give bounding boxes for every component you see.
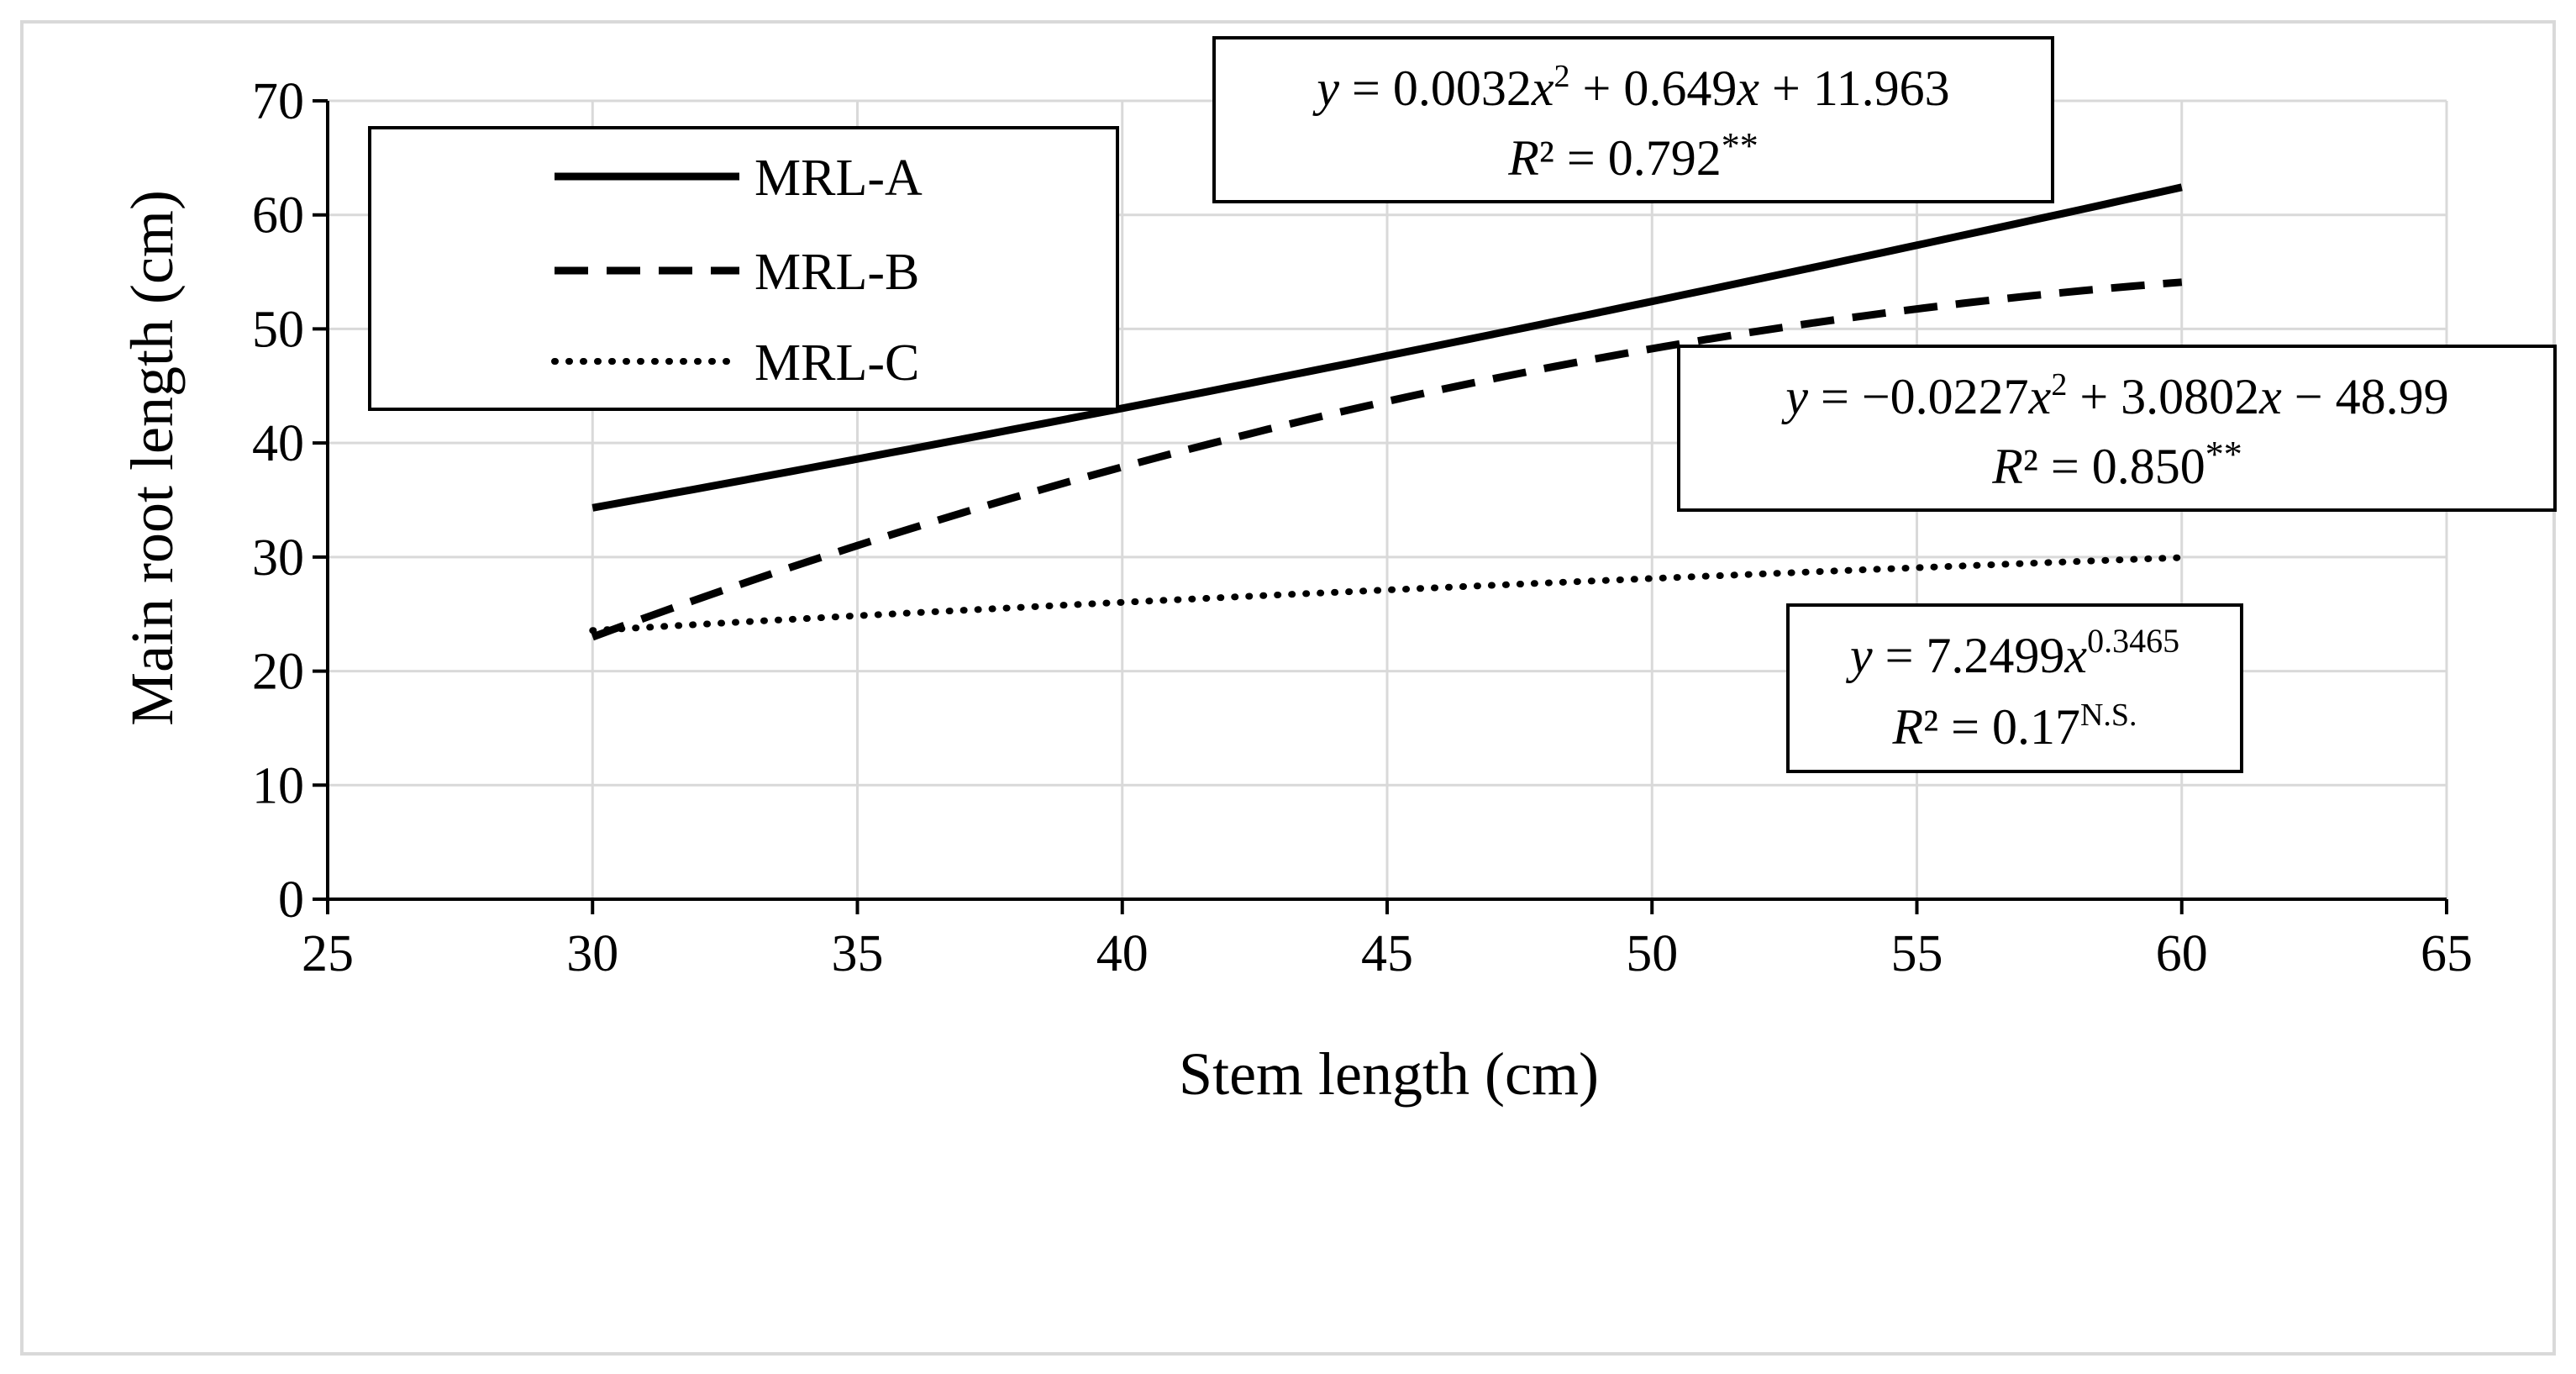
equation-mrl-b: y = −0.0227x2 + 3.0802x − 48.99: [1780, 367, 2448, 424]
r2-b-sig: **: [2205, 434, 2242, 475]
eq-a-x1: x: [1531, 61, 1554, 116]
r2-mrl-b: R² = 0.850**: [1991, 434, 2242, 494]
legend-label-mrl-a: MRL-A: [754, 150, 923, 207]
x-axis-title: Stem length (cm): [1179, 1040, 1599, 1108]
equation-box-mrl-c-frame: [1786, 603, 2243, 773]
eq-b-x1: x: [2028, 369, 2052, 424]
equation-box-mrl-a: y = 0.0032x2 + 0.649x + 11.963 R² = 0.79…: [1212, 36, 2054, 203]
axes-layer: 0 10 20 30 40 50 60 70 25 30 35 40 45 50 55 60 65: [252, 73, 2473, 982]
y-tick-label: 30: [252, 529, 304, 587]
eq-b-y: y: [1780, 369, 1808, 424]
x-tick-label: 50: [1626, 925, 1678, 982]
r2-c-sig: N.S.: [2080, 698, 2137, 733]
r2-mrl-a: R² = 0.792**: [1507, 125, 1758, 186]
y-tick-label: 50: [252, 301, 304, 358]
y-tick-label: 60: [252, 187, 304, 245]
y-tick-label: 70: [252, 73, 304, 130]
x-tick-label: 25: [302, 925, 354, 982]
legend-box: [368, 126, 1119, 411]
eq-c-sup1: 0.3465: [2087, 622, 2179, 660]
y-tick-label: 20: [252, 644, 304, 701]
r2-mrl-c: R² = 0.17N.S.: [1891, 698, 2137, 755]
equation-mrl-a: y = 0.0032x2 + 0.649x + 11.963: [1312, 59, 1949, 116]
equation-box-mrl-a-frame: [1212, 36, 2054, 203]
y-tick-label: 40: [252, 415, 304, 472]
series-line-mrl-b: [591, 278, 2183, 641]
equation-box-mrl-b: y = −0.0227x2 + 3.0802x − 48.99 R² = 0.8…: [1677, 345, 2557, 512]
r2-a-sig: **: [1722, 125, 1759, 166]
eq-a-part2: + 0.649: [1570, 61, 1737, 116]
eq-b-x2: x: [2258, 369, 2282, 424]
x-tick-label: 40: [1096, 925, 1149, 982]
eq-a-part3: + 11.963: [1759, 61, 1950, 116]
series-line-mrl-a: [591, 183, 2183, 512]
r2-a-r: R: [1507, 130, 1539, 186]
x-tick-label: 55: [1891, 925, 1943, 982]
y-tick-label: 10: [252, 757, 304, 814]
eq-c-y: y: [1845, 628, 1873, 683]
legend: MRL-A MRL-B MRL-C: [368, 126, 1119, 411]
eq-a-y: y: [1312, 61, 1339, 116]
x-tick-label: 65: [2421, 925, 2473, 982]
r2-c-eq: ² = 0.17: [1923, 699, 2080, 755]
series-layer: [589, 183, 2185, 641]
eq-a-part1: = 0.0032: [1339, 61, 1532, 116]
eq-c-part1: = 7.2499: [1873, 628, 2065, 683]
r2-b-r: R: [1991, 439, 2023, 494]
y-tick-label: 0: [278, 871, 304, 929]
eq-c-x1: x: [2063, 628, 2087, 683]
legend-label-mrl-b: MRL-B: [754, 244, 919, 301]
x-tick-label: 30: [566, 925, 618, 982]
eq-b-part1: = −0.0227: [1808, 369, 2029, 424]
r2-b-eq: ² = 0.850: [2023, 439, 2205, 494]
eq-b-sup1: 2: [2051, 367, 2067, 403]
eq-b-part3: − 48.99: [2282, 369, 2449, 424]
x-tick-label: 35: [832, 925, 884, 982]
equation-mrl-c: y = 7.2499x0.3465: [1845, 622, 2179, 683]
r2-c-r: R: [1891, 699, 1923, 755]
y-axis-title: Main root length (cm): [118, 190, 186, 726]
legend-label-mrl-c: MRL-C: [754, 334, 919, 392]
eq-a-x2: x: [1736, 61, 1759, 116]
equation-box-mrl-c: y = 7.2499x0.3465 R² = 0.17N.S.: [1786, 603, 2243, 773]
equation-box-mrl-b-frame: [1677, 345, 2557, 512]
eq-a-sup1: 2: [1554, 59, 1570, 94]
x-tick-label: 45: [1361, 925, 1413, 982]
series-line-mrl-c: [589, 554, 2185, 634]
x-tick-label: 60: [2156, 925, 2208, 982]
eq-b-part2: + 3.0802: [2067, 369, 2259, 424]
r2-a-eq: ² = 0.792: [1539, 130, 1722, 186]
